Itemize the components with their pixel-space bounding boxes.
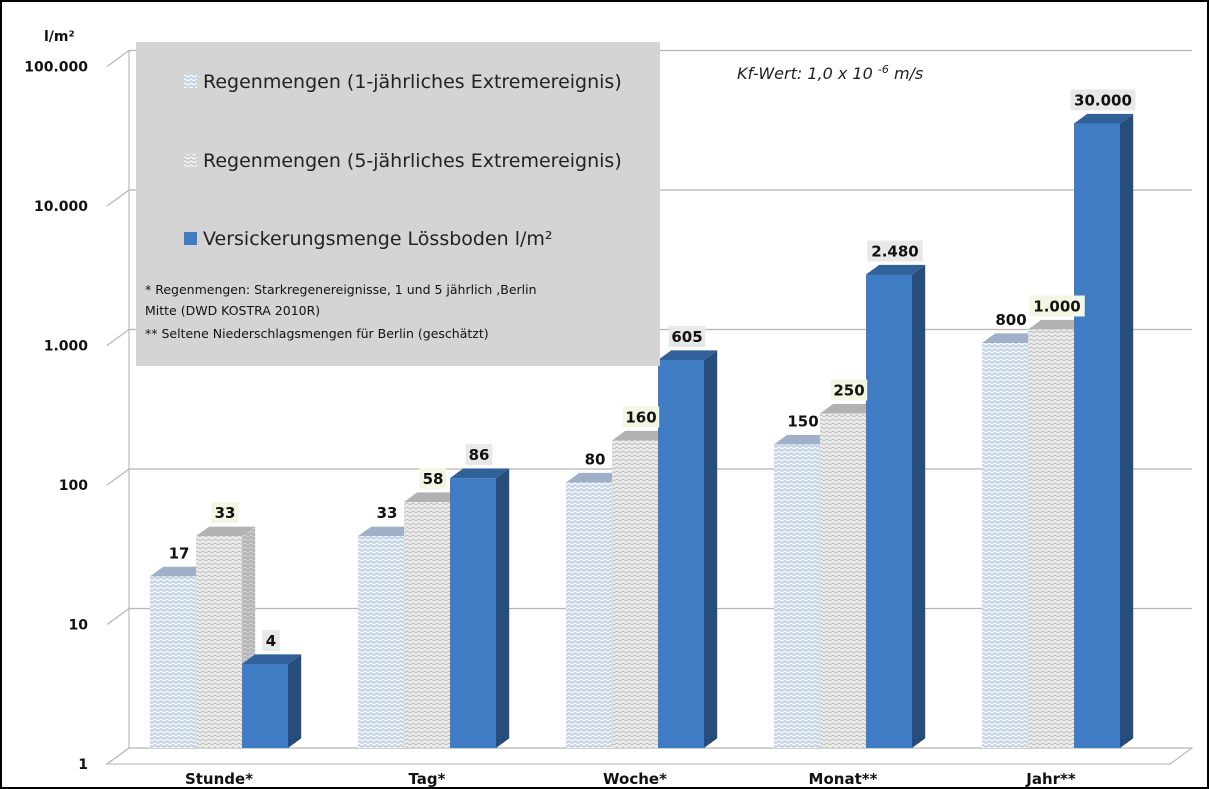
bar-top — [820, 403, 880, 414]
bar-front — [982, 343, 1028, 748]
x-tick-label: Tag* — [408, 770, 445, 788]
bar-top — [150, 566, 210, 577]
data-label-bg — [622, 406, 660, 428]
data-label: 17 — [169, 544, 190, 562]
bar-front — [450, 478, 496, 748]
legend-note-1: * Regenmengen: Starkregenereignisse, 1 u… — [145, 282, 537, 297]
data-label: 86 — [469, 446, 490, 464]
data-labels: 17 33 4 33 58 86 80 160 605 150 250 2.480 800 1.000 30… — [169, 89, 1136, 652]
bar-front — [866, 274, 912, 748]
data-label-bg — [419, 468, 447, 490]
bar-front — [658, 359, 704, 748]
y-tick-label: 1 — [78, 757, 88, 773]
bar-front — [358, 536, 404, 748]
legend-label-s0: Regenmengen (1-jährliches Extremereignis… — [203, 71, 622, 93]
data-label: 250 — [833, 381, 864, 399]
data-label: 800 — [995, 311, 1026, 329]
data-label-bg — [1070, 89, 1136, 111]
bar — [450, 468, 510, 748]
legend-swatch-s2 — [184, 232, 197, 245]
data-label: 160 — [625, 409, 656, 427]
bar-front — [612, 440, 658, 748]
kf-annotation: Kf-Wert: 1,0 x 10 -6 m/s — [737, 63, 923, 84]
bar-top — [982, 333, 1042, 344]
bar-top — [404, 492, 464, 503]
bar — [658, 350, 718, 748]
bar-side — [704, 350, 718, 748]
bar-front — [404, 502, 450, 748]
gridline — [106, 328, 1192, 346]
bar-front — [774, 444, 820, 748]
x-tick-label: Woche* — [603, 770, 667, 788]
bar-top — [566, 472, 626, 483]
data-label-bg — [465, 444, 493, 466]
bar-front — [1028, 329, 1074, 748]
legend: Regenmengen (1-jährliches Extremereignis… — [136, 42, 660, 366]
legend-note-2: Mitte (DWD KOSTRA 2010R) — [145, 303, 320, 318]
data-label-bg — [867, 240, 923, 262]
legend-note-3: ** Seltene Niederschlagsmengen für Berli… — [145, 326, 489, 341]
bar-side — [496, 468, 510, 748]
chart-floor — [105, 747, 1194, 765]
legend-swatch-s1 — [184, 154, 197, 167]
x-tick-label: Stunde* — [185, 770, 253, 788]
y-tick-label: 100 — [59, 478, 88, 494]
bar — [242, 654, 302, 748]
y-axis-label: l/m² — [44, 29, 75, 45]
bar-front — [150, 576, 196, 748]
bar-front — [242, 664, 288, 748]
data-label-bg — [830, 379, 868, 401]
bar-top — [866, 264, 926, 275]
bar-top — [612, 430, 672, 441]
data-label-bg — [211, 502, 239, 524]
data-label: 80 — [585, 451, 606, 469]
bar-top — [1074, 113, 1134, 124]
legend-label-s1: Regenmengen (5-jährliches Extremereignis… — [203, 150, 622, 172]
data-label-bg — [668, 325, 706, 347]
data-label-bg — [1029, 295, 1085, 317]
legend-swatch-s0 — [184, 75, 197, 88]
bar-front — [820, 413, 866, 748]
bars — [150, 113, 1134, 749]
data-label: 150 — [787, 412, 818, 430]
bar-side — [912, 264, 926, 748]
bar — [1074, 113, 1134, 749]
y-tick-label: 10 — [69, 618, 89, 634]
data-label-bg — [262, 630, 280, 652]
data-label: 30.000 — [1074, 91, 1132, 109]
bar-top — [358, 526, 418, 537]
y-tick-label: 100.000 — [24, 60, 88, 76]
bar-top — [1028, 319, 1088, 330]
bar-front — [196, 536, 242, 748]
data-label: 33 — [377, 504, 398, 522]
data-label: 58 — [423, 470, 444, 488]
y-tick-label: 10.000 — [34, 199, 88, 215]
bar-top — [658, 350, 718, 360]
legend-label-s2: Versickerungsmenge Lössboden l/m² — [203, 228, 553, 250]
data-label: 4 — [266, 632, 276, 650]
grid: 1 10 100 1.000 10.000 100.000 Stunde* Tag* Woche… — [24, 49, 1194, 788]
data-label: 1.000 — [1033, 298, 1080, 316]
x-tick-label: Monat** — [809, 770, 878, 788]
y-tick-label: 1.000 — [44, 339, 89, 355]
bar-top — [242, 654, 302, 665]
bar-front — [566, 482, 612, 748]
bar-side — [1120, 113, 1134, 749]
gridline — [106, 189, 1192, 207]
legend-box — [136, 42, 660, 366]
bar — [866, 264, 926, 748]
bar-front — [1074, 123, 1120, 748]
data-label: 2.480 — [871, 242, 918, 260]
x-tick-label: Jahr** — [1025, 770, 1076, 788]
bar-side — [288, 654, 302, 748]
data-label: 605 — [671, 328, 702, 346]
data-label: 33 — [215, 504, 236, 522]
bar-top — [450, 468, 510, 479]
bar-top — [196, 526, 256, 537]
bar-top — [774, 434, 834, 445]
gridline — [106, 49, 1192, 67]
